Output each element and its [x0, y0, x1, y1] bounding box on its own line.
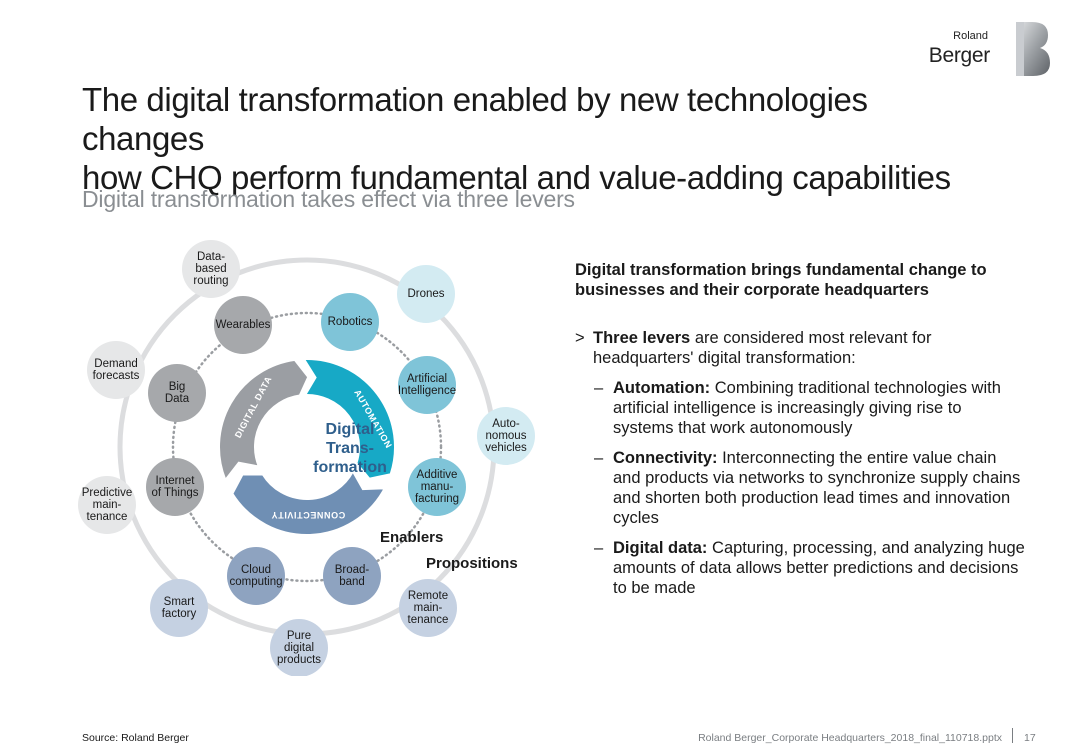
source-note: Source: Roland Berger — [82, 732, 189, 744]
proposition-node-label: Pure digital products — [276, 630, 322, 666]
bullet-text: are considered most relevant for headqua… — [593, 329, 932, 367]
automation-segment — [302, 358, 396, 480]
slide-title: The digital transformation enabled by ne… — [82, 80, 982, 197]
dash-mark: – — [594, 539, 604, 557]
enabler-node-label: Artificial Intelligence — [397, 373, 457, 397]
enabler-node-label: Robotics — [327, 316, 373, 328]
enabler-node-label: Big Data — [164, 381, 190, 405]
proposition-node-circle — [150, 579, 208, 637]
proposition-node-label: Remote main- tenance — [407, 590, 449, 626]
lever-item-text: Interconnecting the entire value chain a… — [613, 449, 1021, 527]
enabler-node-label: Internet of Things — [151, 475, 199, 499]
logo-big-text: Berger — [928, 44, 991, 67]
lever-item-digital-data: – Digital data: Capturing, processing, a… — [575, 538, 1025, 598]
lever-item-connectivity: – Connectivity: Interconnecting the enti… — [575, 448, 1025, 528]
enabler-node-label: Additive manu- facturing — [414, 469, 460, 505]
proposition-node-label: Drones — [407, 288, 445, 300]
proposition-node-circle — [477, 407, 535, 465]
enabler-node-circle — [146, 458, 204, 516]
slide-subtitle: Digital transformation takes effect via … — [82, 186, 575, 212]
lever-item-text: Combining traditional technologies with … — [613, 379, 1001, 437]
dash-mark: – — [594, 449, 604, 467]
footer-divider — [1012, 728, 1013, 743]
logo-small-text: Roland — [953, 30, 988, 42]
proposition-node-circle — [78, 476, 136, 534]
lever-ring — [218, 358, 396, 536]
file-name: Roland Berger_Corporate Headquarters_201… — [698, 732, 1002, 744]
proposition-node-label: Predictive main- tenance — [81, 487, 133, 523]
page-number: 17 — [1024, 732, 1036, 744]
lever-item-bold: Automation: — [613, 379, 711, 397]
lever-item-text: Capturing, processing, and analyzing hug… — [613, 539, 1025, 597]
enabler-node-circle — [148, 364, 206, 422]
roland-berger-logo: Roland Berger — [929, 20, 1058, 78]
digital-transformation-diagram: DIGITAL DATA AUTOMATION CONNECTIVITY Dig… — [72, 236, 572, 677]
enabler-node-circle — [227, 547, 285, 605]
proposition-node-label: Demand forecasts — [92, 358, 140, 382]
enabler-node-circle — [408, 458, 466, 516]
explanation-text: Digital transformation brings fundamenta… — [575, 260, 1025, 608]
diagram-graphic — [78, 240, 535, 677]
bullet-bold: Three levers — [593, 329, 691, 347]
propositions-label: Propositions — [426, 555, 518, 572]
lever-connectivity: CONNECTIVITY — [271, 510, 346, 520]
logo-b-icon — [1016, 22, 1050, 76]
center-disc — [260, 400, 354, 494]
proposition-node-circle — [397, 265, 455, 323]
enablers-label: Enablers — [380, 529, 444, 546]
levers-bullet: > Three levers are considered most relev… — [575, 328, 1025, 368]
title-line-2: how CHQ perform fundamental and value-ad… — [82, 159, 951, 196]
lever-item-bold: Connectivity: — [613, 449, 718, 467]
proposition-node-circle — [182, 240, 240, 298]
lever-item-bold: Digital data: — [613, 539, 708, 557]
enabler-node-circle — [323, 547, 381, 605]
proposition-node-label: Auto- nomous vehicles — [485, 418, 527, 454]
center-label: Digital Trans- formation — [313, 421, 387, 476]
explanation-heading: Digital transformation brings fundamenta… — [575, 261, 987, 299]
connectivity-segment — [231, 469, 387, 536]
enabler-node-circle — [398, 356, 456, 414]
proposition-nodes — [78, 240, 535, 677]
enabler-node-label: Cloud computing — [229, 564, 283, 588]
proposition-node-circle — [87, 341, 145, 399]
enabler-nodes — [146, 293, 466, 605]
enabler-node-circle — [214, 296, 272, 354]
proposition-node-label: Smart factory — [161, 596, 197, 620]
title-line-1: The digital transformation enabled by ne… — [82, 81, 868, 157]
digital-data-segment — [218, 358, 310, 482]
enabler-node-label: Wearables — [215, 319, 271, 331]
bullet-mark: > — [575, 329, 585, 347]
proposition-node-circle — [270, 619, 328, 677]
enabler-node-circle — [321, 293, 379, 351]
inner-dotted-ring — [171, 311, 443, 583]
proposition-node-circle — [399, 579, 457, 637]
enabler-node-label: Broad- band — [334, 564, 370, 588]
lever-item-automation: – Automation: Combining traditional tech… — [575, 378, 1025, 438]
dash-mark: – — [594, 379, 604, 397]
proposition-node-label: Data- based routing — [193, 251, 229, 287]
